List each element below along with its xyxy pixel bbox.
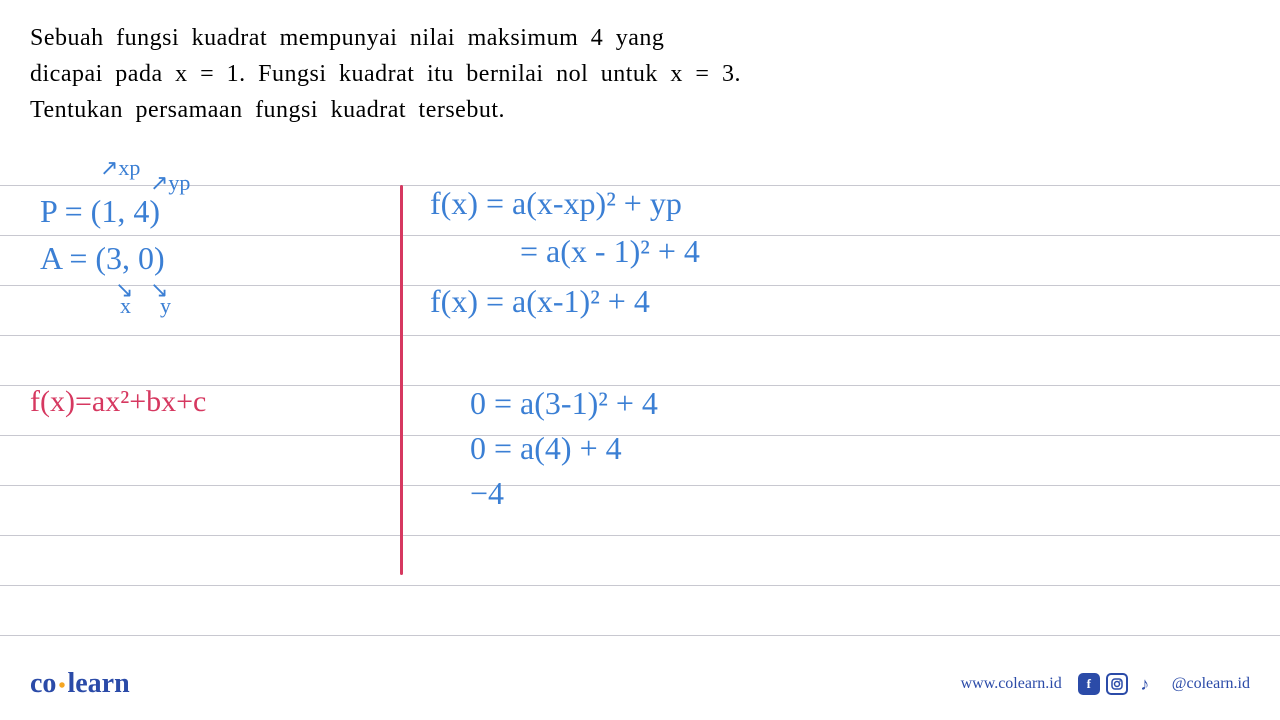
point-a: A = (3, 0) [40,240,165,277]
instagram-icon [1106,673,1128,695]
rule-line [0,335,1280,336]
problem-line-1: Sebuah fungsi kuadrat mempunyai nilai ma… [30,20,1250,56]
logo-learn: learn [67,668,129,699]
rule-line [0,585,1280,586]
equation-3: f(x) = a(x-1)² + 4 [430,283,650,320]
rule-line [0,635,1280,636]
equation-5: 0 = a(4) + 4 [470,430,622,467]
annotation-x-label: x [120,293,131,319]
social-icons: f ♪ [1078,673,1156,695]
footer: co•learn www.colearn.id f ♪ @colearn.id [30,668,1250,700]
equation-2: = a(x - 1)² + 4 [520,233,700,270]
vertical-divider [400,185,403,575]
problem-line-2: dicapai pada x = 1. Fungsi kuadrat itu b… [30,56,1250,92]
footer-right: www.colearn.id f ♪ @colearn.id [961,673,1250,695]
problem-line-3: Tentukan persamaan fungsi kuadrat terseb… [30,92,1250,128]
social-handle: @colearn.id [1172,675,1250,693]
problem-statement: Sebuah fungsi kuadrat mempunyai nilai ma… [30,20,1250,128]
facebook-icon: f [1078,673,1100,695]
rule-line [0,485,1280,486]
point-p: P = (1, 4) [40,193,160,230]
equation-6: −4 [470,475,504,512]
equation-4: 0 = a(3-1)² + 4 [470,385,658,422]
ruled-paper-area: ↗xp ↗yp P = (1, 4) A = (3, 0) ↘ x ↘ y f(… [0,185,1280,650]
annotation-xp: ↗xp [100,155,140,181]
equation-1: f(x) = a(x-xp)² + yp [430,185,682,222]
quadratic-formula: f(x)=ax²+bx+c [30,385,206,419]
rule-line [0,435,1280,436]
colearn-logo: co•learn [30,668,130,700]
logo-co: co [30,668,56,699]
logo-dot: • [58,675,65,697]
tiktok-icon: ♪ [1134,673,1156,695]
website-url: www.colearn.id [961,675,1062,693]
rule-line [0,535,1280,536]
annotation-y-label: y [160,293,171,319]
